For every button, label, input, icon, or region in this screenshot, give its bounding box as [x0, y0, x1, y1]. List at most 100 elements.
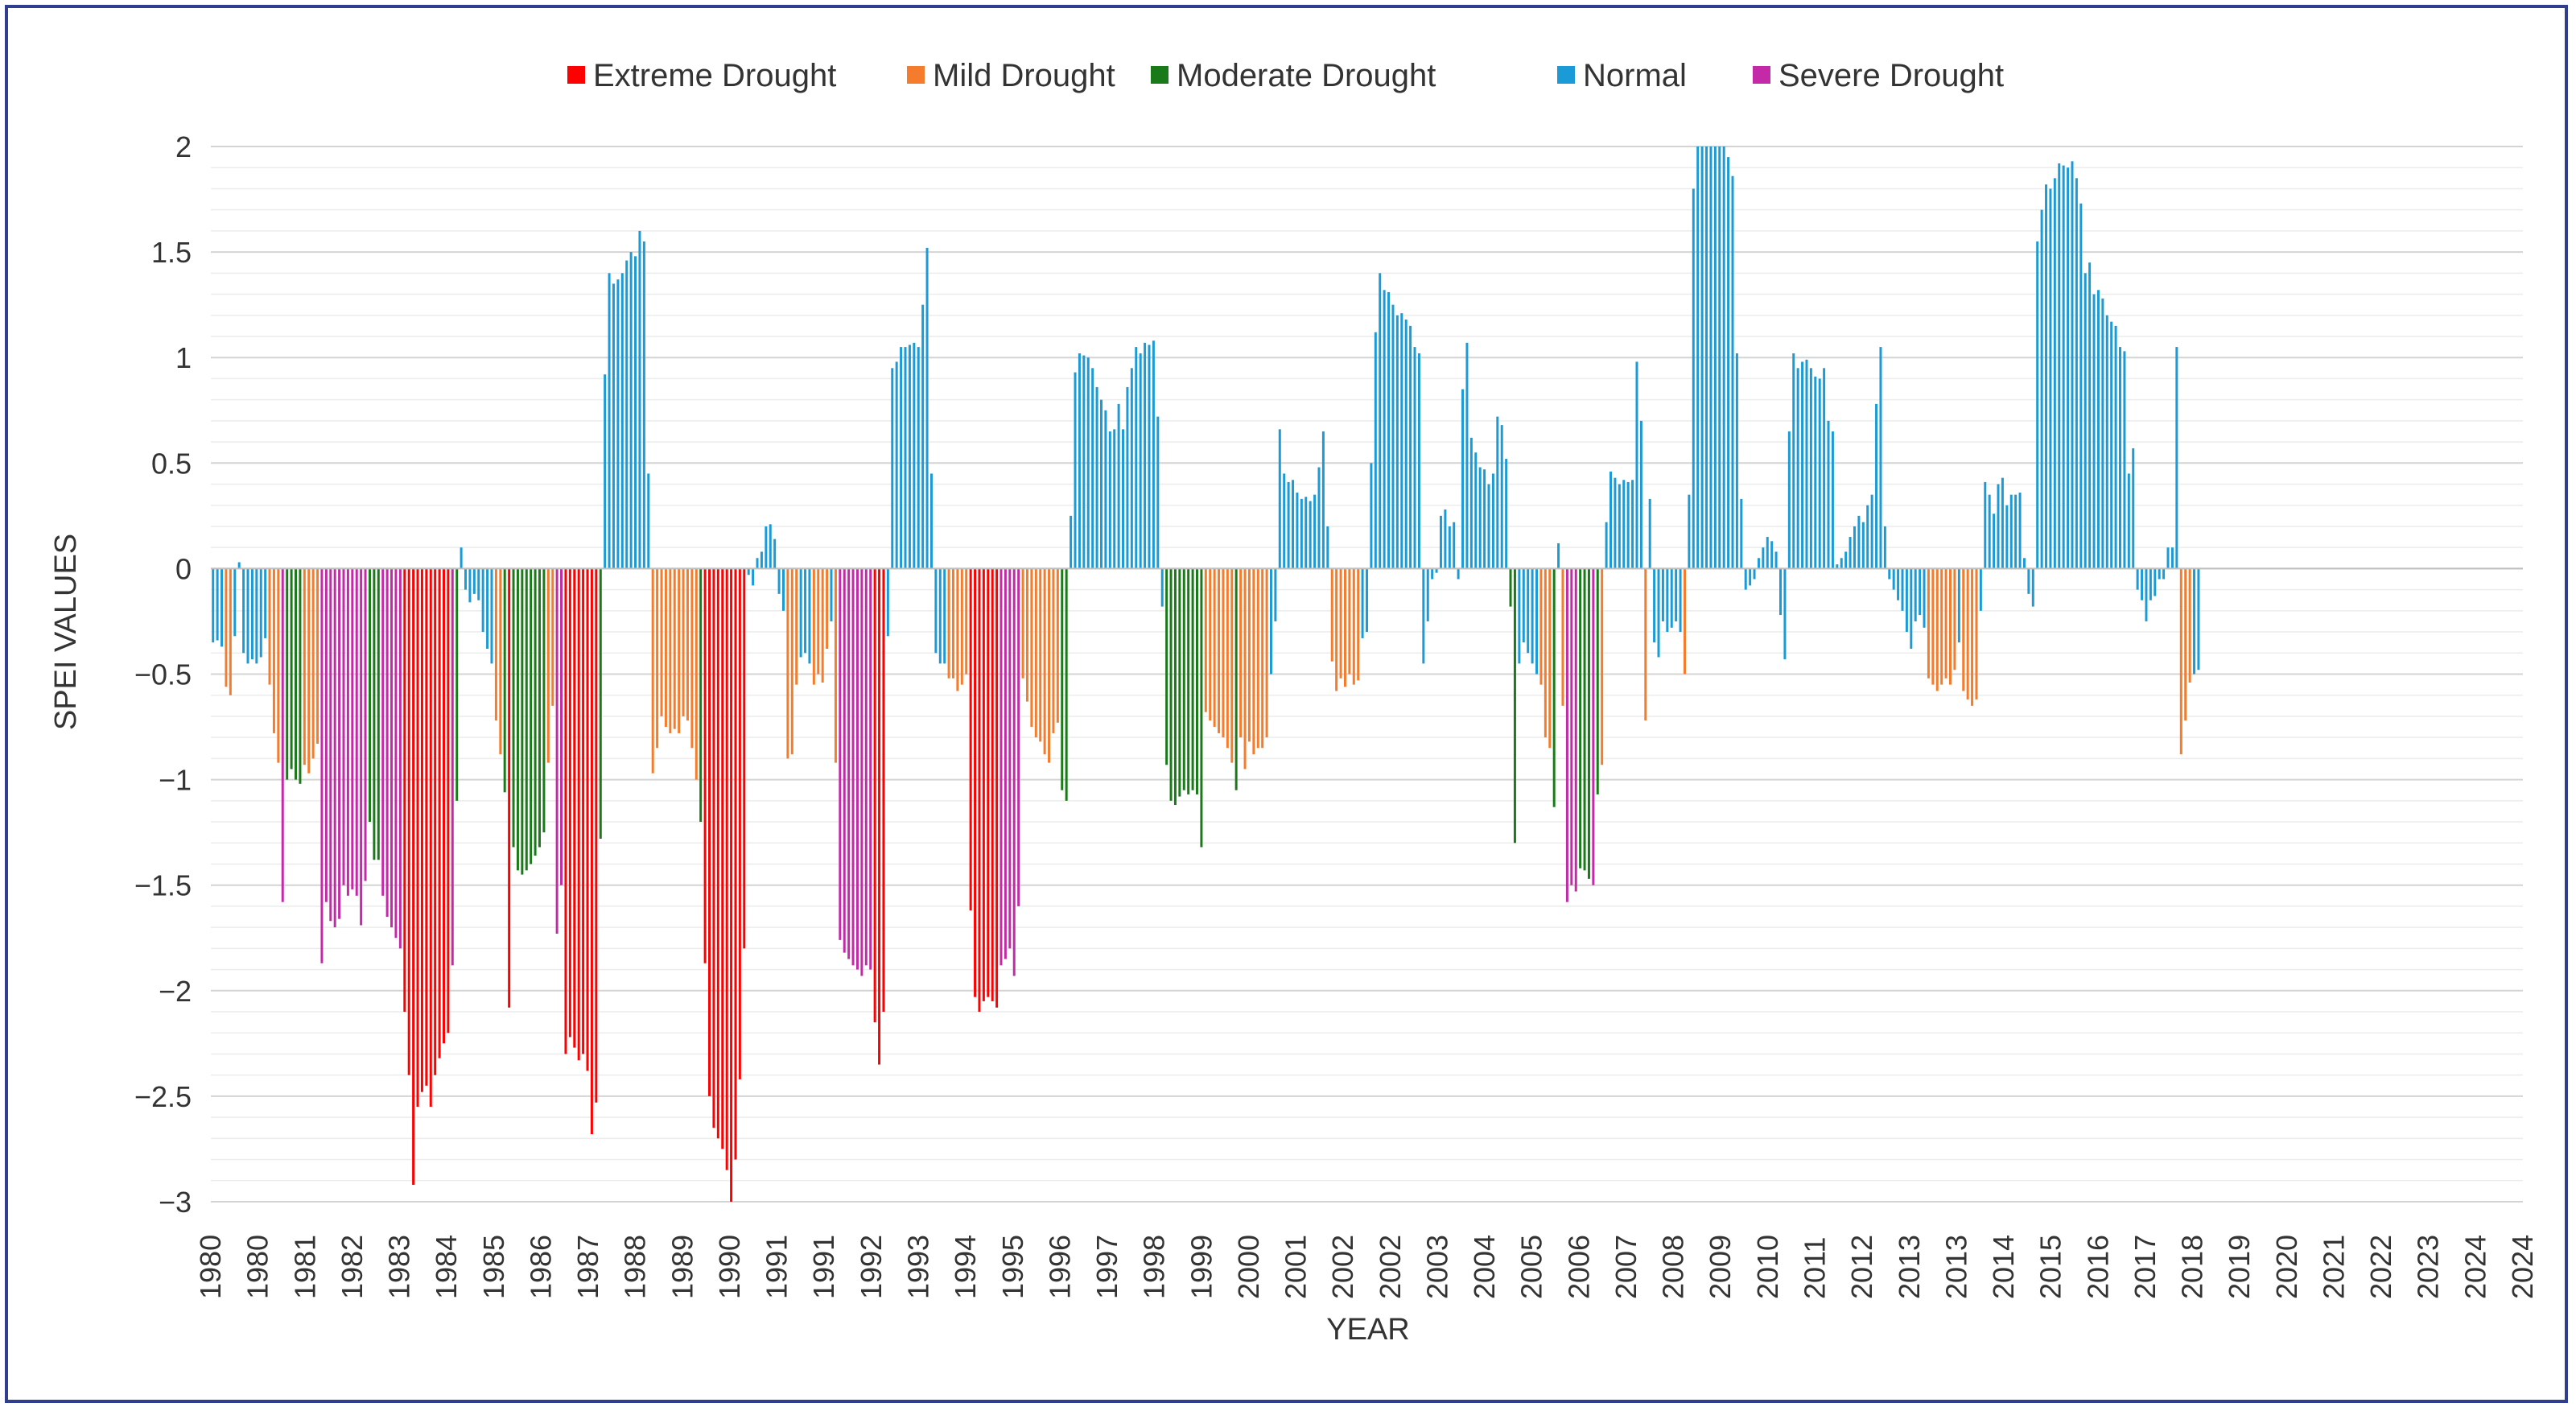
bar-normal [1861, 522, 1865, 569]
y-tick-label: 0 [175, 552, 192, 585]
bar-mild [1931, 568, 1935, 685]
bar-normal [2175, 347, 2178, 569]
bar-normal [472, 568, 476, 594]
bar-normal [913, 342, 916, 569]
bar-normal [2119, 347, 2121, 569]
bar-normal [1496, 416, 1499, 569]
bar-normal [1809, 368, 1812, 569]
bar-normal [1400, 313, 1403, 569]
bar-extreme [716, 568, 719, 1139]
bar-extreme [582, 568, 585, 1054]
bar-normal [2027, 568, 2030, 594]
y-tick-label: −1 [159, 764, 192, 797]
x-tick-label: 2013 [1939, 1235, 1972, 1299]
bar-normal [2110, 321, 2113, 569]
bar-normal [608, 273, 611, 569]
bar-normal [1091, 368, 1094, 569]
legend-item-extreme: Extreme Drought [567, 58, 836, 93]
bar-normal [1814, 376, 1817, 569]
bar-normal [1818, 378, 1821, 569]
bar-severe [385, 568, 389, 918]
bar-normal [486, 568, 489, 650]
bar-normal [1409, 325, 1412, 569]
y-axis-tick-labels: 2 1.5 1 0.5 0 −0.5 −1 −1.5 −2 −2.5 −3 [134, 130, 192, 1219]
bar-mild [494, 568, 497, 721]
bar-normal [212, 568, 215, 643]
bar-moderate [699, 568, 703, 823]
bar-normal [938, 568, 942, 664]
bar-extreme [987, 568, 990, 997]
bar-extreme [420, 568, 423, 1092]
bar-normal [647, 473, 650, 569]
bar-normal [2092, 294, 2096, 569]
bar-normal [1883, 526, 1886, 569]
x-tick-label: 2007 [1609, 1235, 1642, 1299]
bar-mild [1953, 568, 1956, 670]
x-tick-label: 2001 [1280, 1235, 1313, 1299]
bar-moderate [503, 568, 506, 793]
bar-normal [2014, 494, 2018, 569]
bar-normal [1740, 498, 1743, 569]
bar-mild [669, 568, 672, 733]
x-tick-label: 1982 [336, 1235, 369, 1299]
legend-label-extreme: Extreme Drought [593, 58, 836, 93]
bar-normal [1792, 353, 1795, 569]
bar-normal [1296, 493, 1299, 569]
bar-severe [338, 568, 341, 919]
bar-mild [499, 568, 502, 755]
bar-normal [2009, 494, 2013, 569]
bar-severe [1570, 568, 1573, 885]
bar-normal [1875, 403, 1878, 569]
bar-normal [777, 568, 781, 594]
x-tick-label: 1987 [571, 1235, 604, 1299]
bar-mild [272, 568, 275, 733]
legend-swatch-normal [1557, 66, 1575, 84]
bar-normal [2096, 290, 2100, 569]
bar-mild [303, 568, 306, 765]
x-tick-label: 2020 [2270, 1235, 2303, 1299]
bar-severe [390, 568, 394, 928]
bar-normal [1666, 568, 1669, 633]
bar-normal [1614, 477, 1617, 569]
legend-swatch-extreme [567, 66, 585, 84]
bar-moderate [542, 568, 546, 833]
bar-normal [1139, 353, 1142, 569]
bar-normal [1269, 568, 1272, 675]
bar-moderate [1169, 568, 1173, 801]
bar-mild [1330, 568, 1333, 662]
bar-normal [468, 568, 472, 603]
bar-normal [464, 568, 468, 590]
bar-normal [1722, 146, 1725, 569]
bar-normal [895, 361, 898, 569]
bar-moderate [377, 568, 380, 860]
bar-mild [786, 568, 789, 759]
y-tick-label: 2 [175, 130, 192, 163]
bar-normal [1413, 347, 1416, 569]
legend-item-mild: Mild Drought [907, 58, 1115, 93]
bar-severe [839, 568, 842, 940]
x-tick-label: 1991 [760, 1235, 793, 1299]
bar-severe [1004, 568, 1007, 959]
bar-mild [1975, 568, 1978, 699]
bar-severe [1592, 568, 1595, 885]
bar-mild [951, 568, 954, 679]
bar-normal [1700, 146, 1704, 569]
x-tick-label: 2016 [2081, 1235, 2114, 1299]
bar-mild [268, 568, 271, 685]
bar-normal [2018, 493, 2022, 569]
bar-mild [965, 568, 968, 675]
bar-normal [1313, 494, 1317, 569]
bar-mild [2188, 568, 2191, 683]
bar-normal [1082, 355, 1086, 569]
x-tick-label: 1988 [619, 1235, 652, 1299]
bar-normal [1518, 568, 1521, 664]
bar-normal [1744, 568, 1747, 590]
bar-moderate [1165, 568, 1168, 765]
bar-normal [1979, 568, 1982, 611]
bar-extreme [982, 568, 985, 1001]
bar-mild [229, 568, 232, 695]
bar-moderate [1234, 568, 1238, 790]
bar-normal [1292, 480, 1295, 569]
bar-normal [1457, 568, 1460, 580]
bar-extreme [573, 568, 576, 1048]
